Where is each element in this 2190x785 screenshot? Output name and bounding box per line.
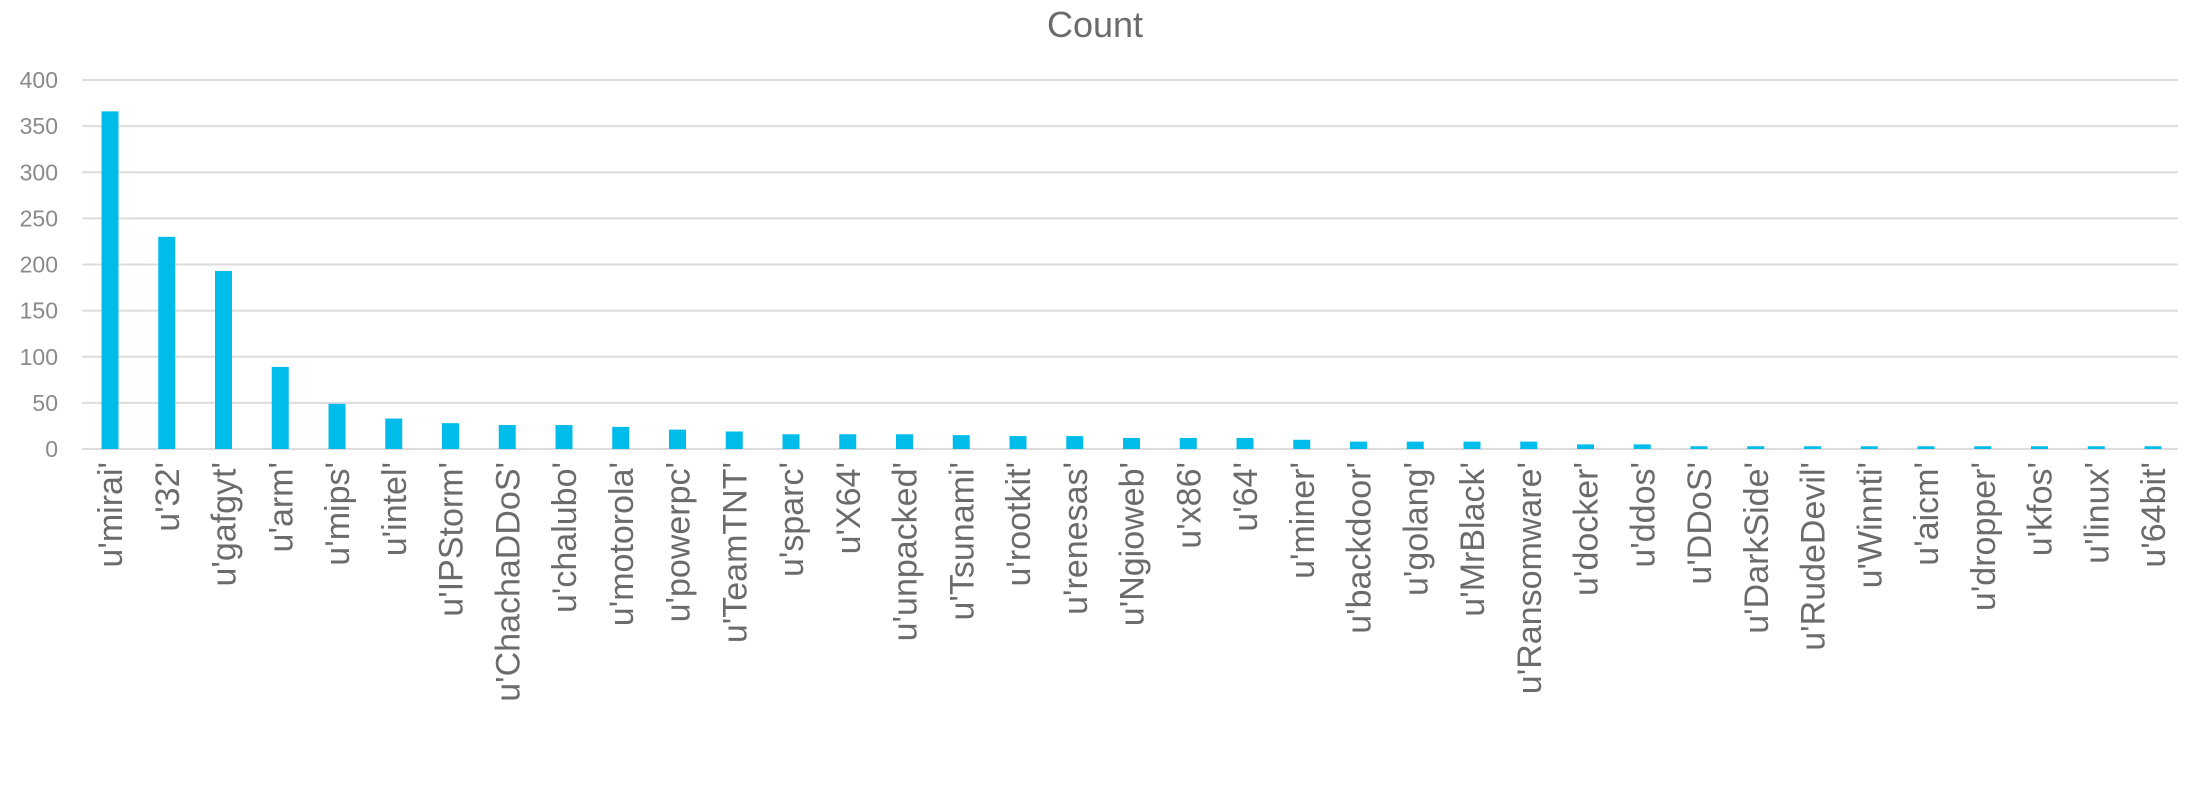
x-tick-label: u'sparc'	[773, 462, 811, 577]
x-tick-label: u'gafgyt'	[206, 462, 244, 587]
bar	[952, 435, 970, 449]
x-tick-label: u'X64'	[830, 462, 868, 554]
bar	[1974, 446, 1992, 449]
bar	[896, 434, 913, 449]
x-tick-label: u'kfos'	[2022, 462, 2060, 556]
bar	[498, 425, 516, 449]
x-tick-label: u'chalubo'	[546, 462, 584, 613]
x-tick-label: u'DarkSide'	[1738, 462, 1776, 634]
x-tick-label: u'motorola'	[603, 462, 641, 626]
bar	[782, 434, 800, 449]
x-tick-label: u'backdoor'	[1341, 462, 1379, 634]
y-tick-label: 400	[20, 67, 58, 93]
x-tick-label: u'miner'	[1284, 462, 1322, 579]
bar	[1123, 437, 1140, 449]
x-tick-label: u'DDoS'	[1681, 462, 1719, 585]
bar	[2087, 446, 2105, 449]
bar	[1066, 436, 1084, 449]
bar	[385, 418, 403, 449]
bar	[1463, 441, 1481, 449]
x-tick-label: u'docker'	[1568, 462, 1606, 596]
x-tick-label: u'arm'	[262, 462, 300, 552]
bar	[1179, 437, 1197, 449]
y-tick-label: 300	[20, 159, 58, 185]
bar	[1236, 437, 1254, 449]
chart-title: Count	[1046, 4, 1144, 45]
x-tick-label: u'Tsunami'	[943, 462, 981, 621]
x-axis-tick-labels: u'mirai' u'32' u'gafgyt' u'arm' u'mips' u'int…	[92, 462, 2173, 702]
x-tick-label: u'powerpc'	[660, 462, 698, 622]
x-tick-label: u'64bit'	[2135, 462, 2173, 568]
x-tick-label: u'dropper'	[1965, 462, 2003, 611]
bar	[271, 366, 289, 449]
y-tick-label: 50	[32, 390, 58, 416]
bar	[1577, 444, 1594, 449]
y-axis-tick-labels: 0 50 100 150 200 250 300 350 400	[20, 67, 58, 462]
x-tick-label: u'unpacked'	[887, 462, 925, 641]
bar	[2031, 446, 2048, 449]
bar	[1009, 436, 1027, 449]
x-tick-label: u'linux'	[2078, 462, 2116, 564]
bar	[328, 403, 346, 449]
x-tick-label: u'Ransomware'	[1511, 462, 1549, 694]
x-tick-label: u'RudeDevil'	[1795, 462, 1833, 651]
bar	[839, 434, 857, 449]
bar	[612, 426, 630, 449]
y-tick-label: 150	[20, 298, 58, 324]
x-tick-label: u'ddos'	[1624, 462, 1662, 568]
y-tick-label: 100	[20, 344, 58, 370]
bar	[101, 111, 119, 450]
bar	[1520, 441, 1538, 449]
bar	[1860, 446, 1878, 449]
y-tick-label: 200	[20, 252, 58, 278]
y-tick-label: 250	[20, 205, 58, 231]
x-tick-label: u'MrBlack'	[1454, 462, 1492, 617]
x-tick-label: u'Ngioweb'	[1114, 462, 1152, 626]
x-tick-label: u'aicm'	[1908, 462, 1946, 566]
bar	[1406, 441, 1424, 449]
bar	[442, 423, 459, 449]
bar	[669, 429, 686, 449]
bar	[215, 270, 232, 449]
bar	[1293, 439, 1311, 449]
x-tick-label: u'mips'	[319, 462, 357, 566]
bar	[1690, 446, 1708, 449]
x-tick-label: u'IPStorm'	[433, 462, 471, 617]
grid-lines	[82, 79, 2178, 450]
bar	[2144, 446, 2162, 449]
bar	[555, 425, 573, 449]
y-tick-label: 0	[45, 436, 58, 462]
bar	[158, 236, 176, 449]
x-tick-label: u'renesas'	[1057, 462, 1095, 615]
bar	[1747, 446, 1765, 449]
y-tick-label: 350	[20, 113, 58, 139]
bar	[1350, 441, 1367, 449]
bar	[1917, 446, 1935, 449]
x-tick-label: u'x86'	[1170, 462, 1208, 549]
x-tick-label: u'golang'	[1397, 462, 1435, 596]
bar	[1633, 444, 1651, 449]
bar	[725, 431, 743, 449]
x-tick-label: u'mirai'	[92, 462, 130, 568]
bars	[101, 111, 2162, 450]
x-tick-label: u'ChachaDDoS'	[489, 462, 527, 702]
bar	[1804, 446, 1821, 449]
x-tick-label: u'rootkit'	[1000, 462, 1038, 586]
x-tick-label: u'Winnti'	[1851, 462, 1889, 588]
x-tick-label: u'TeamTNT'	[716, 462, 754, 643]
x-tick-label: u'intel'	[376, 462, 414, 556]
x-tick-label: u'32'	[149, 462, 187, 532]
x-tick-label: u'64'	[1227, 462, 1265, 532]
